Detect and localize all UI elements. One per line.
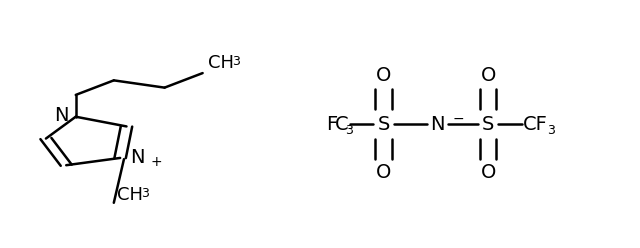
Text: F: F — [326, 115, 337, 133]
Text: 3: 3 — [345, 124, 353, 137]
Text: S: S — [377, 115, 390, 133]
Text: N: N — [430, 115, 445, 133]
Text: C: C — [335, 115, 349, 133]
Text: CF: CF — [523, 115, 548, 133]
Text: O: O — [481, 66, 496, 85]
Text: CH: CH — [117, 186, 143, 204]
Text: N: N — [131, 149, 145, 167]
Text: O: O — [481, 163, 496, 182]
Text: +: + — [150, 155, 162, 169]
Text: 3: 3 — [547, 124, 555, 137]
Text: CH: CH — [208, 54, 234, 72]
Text: 3: 3 — [232, 55, 240, 68]
Text: S: S — [482, 115, 494, 133]
Text: O: O — [376, 163, 391, 182]
Text: N: N — [54, 106, 68, 125]
Text: −: − — [452, 112, 464, 126]
Text: 3: 3 — [141, 187, 149, 200]
Text: O: O — [376, 66, 391, 85]
